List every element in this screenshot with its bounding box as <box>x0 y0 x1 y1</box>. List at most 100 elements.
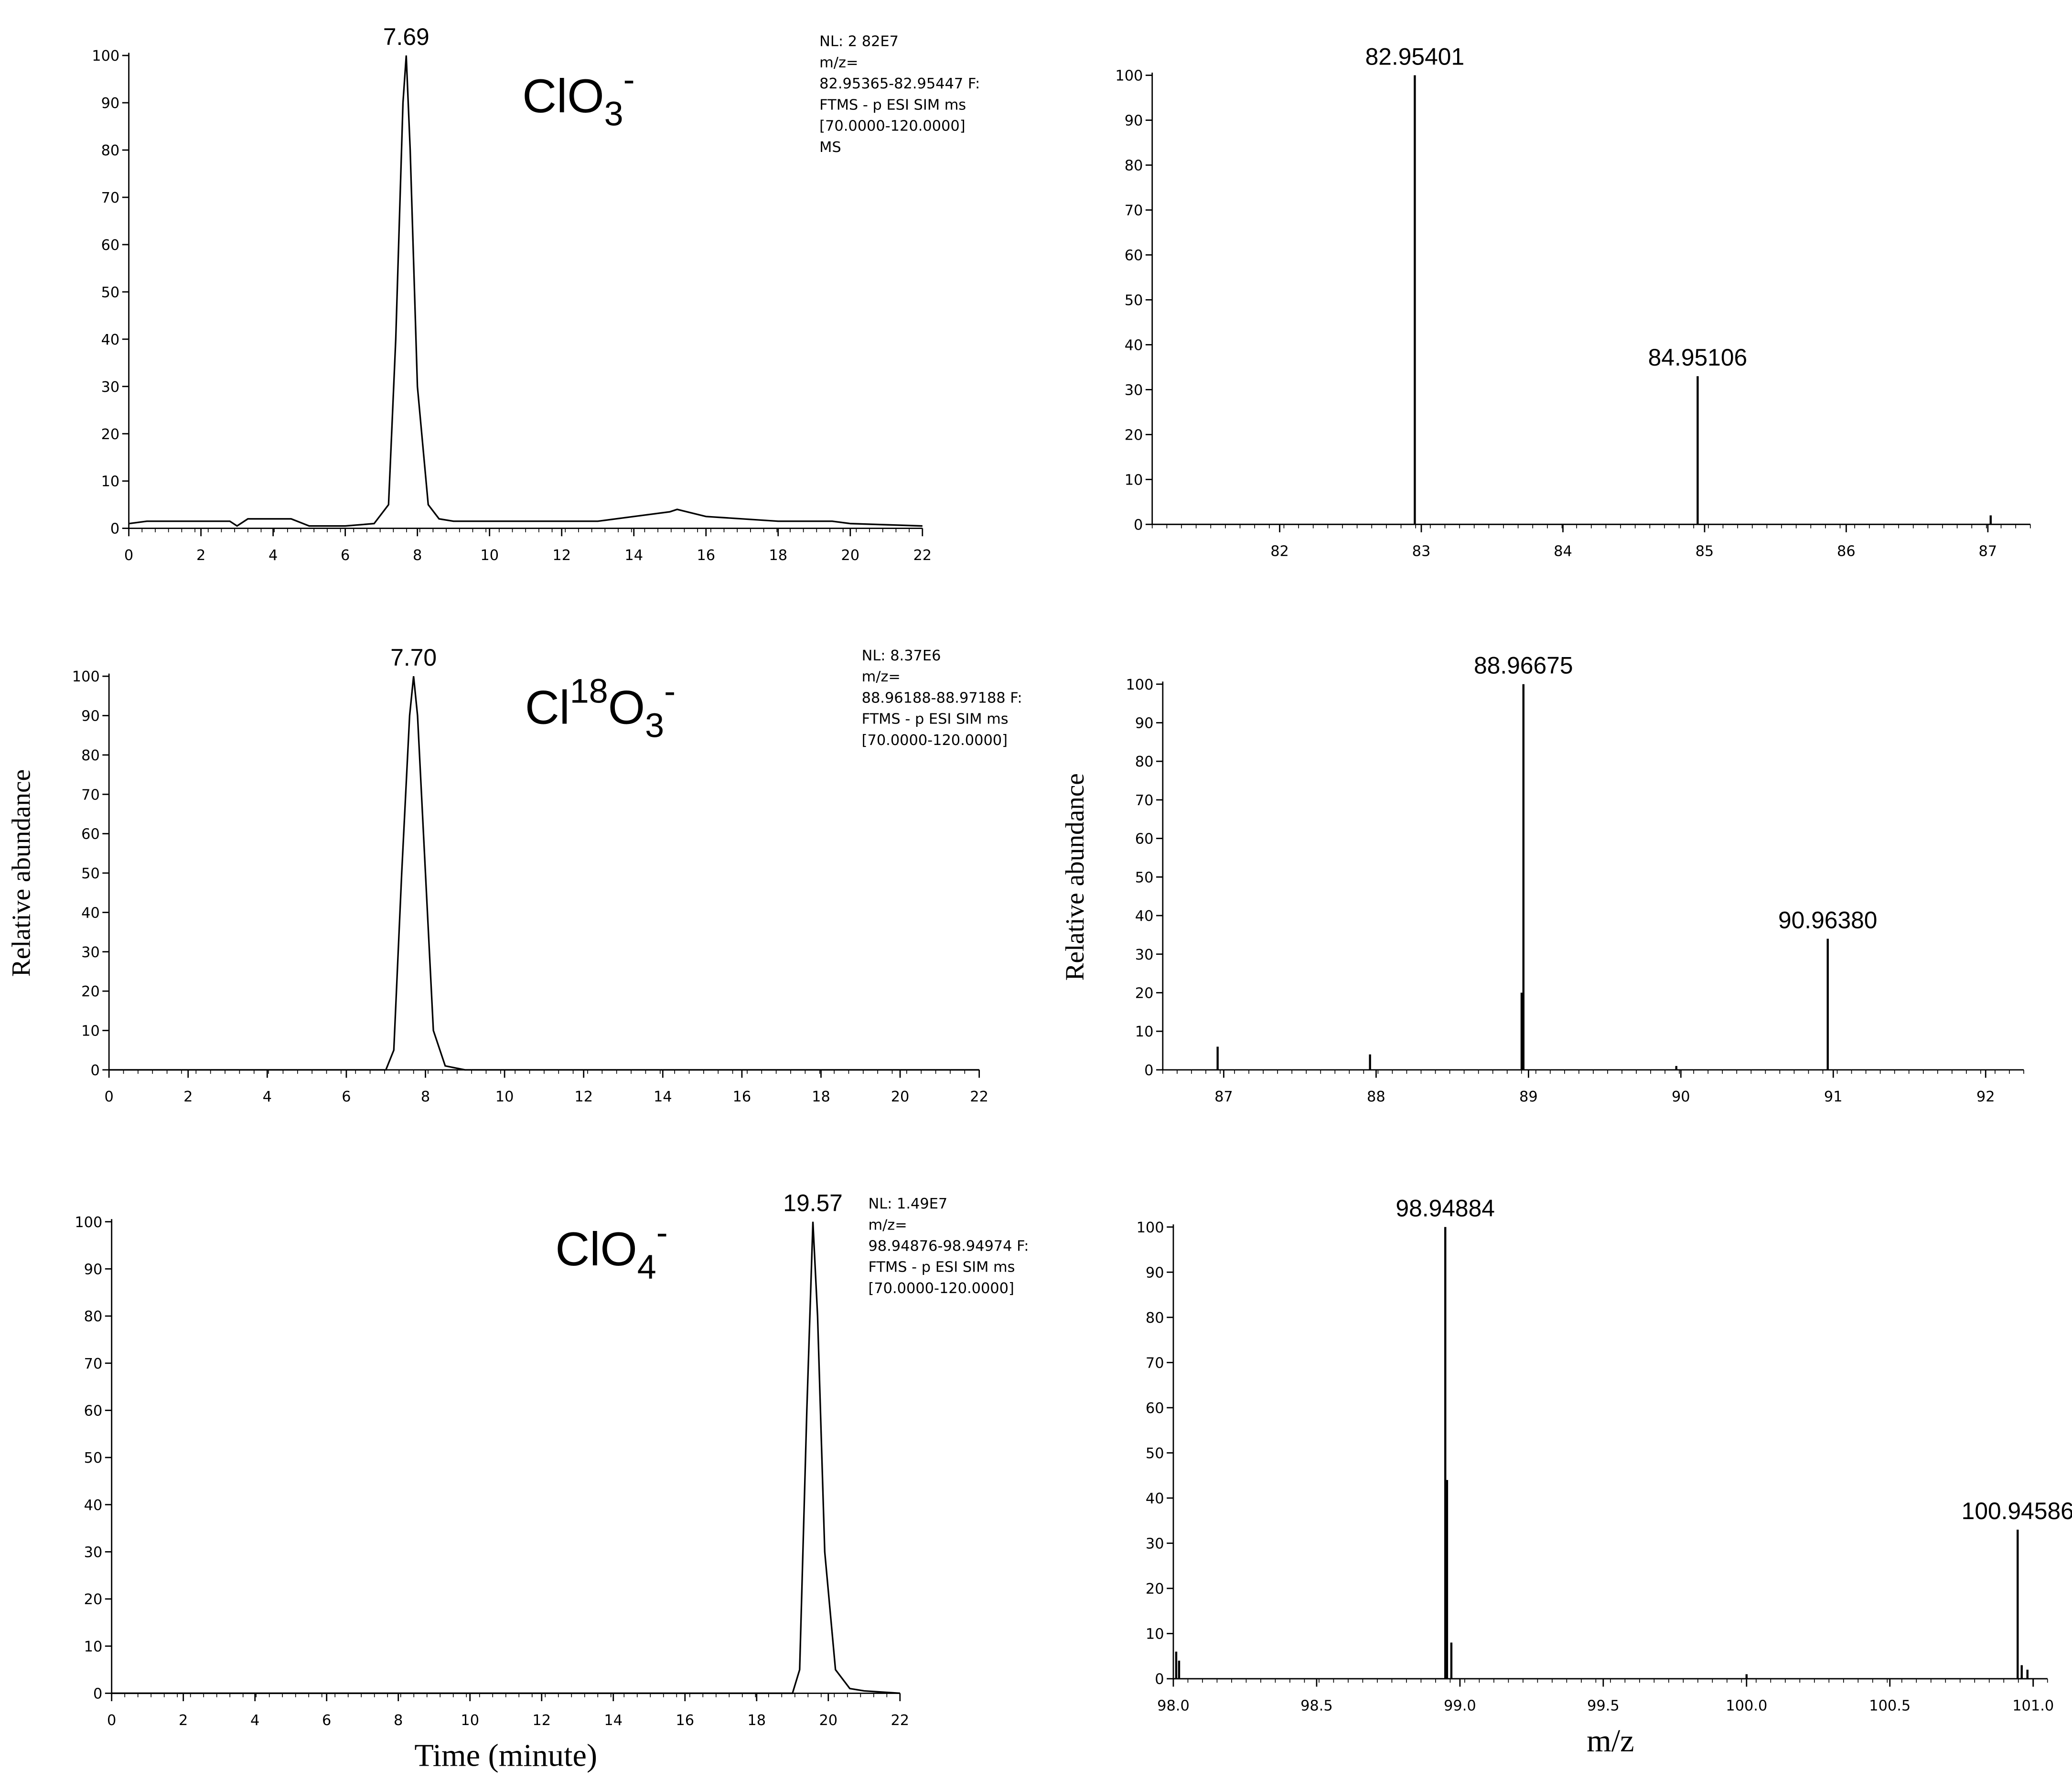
x-tick-label: 16 <box>697 547 715 564</box>
y-tick-label: 10 <box>1125 472 1143 488</box>
y-tick-label: 100 <box>72 669 100 685</box>
peak-label: 7.70 <box>390 644 437 671</box>
x-tick-label: 6 <box>322 1712 331 1729</box>
y-tick-label: 50 <box>1125 292 1143 309</box>
y-tick-label: 40 <box>1125 337 1143 354</box>
x-tick-label: 0 <box>104 1089 113 1105</box>
y-tick-label: 0 <box>1144 1062 1153 1079</box>
species-part: 3 <box>645 706 664 744</box>
x-tick-label: 84 <box>1554 543 1572 560</box>
peak-label: 7.69 <box>383 23 429 50</box>
y-tick-label: 30 <box>81 944 100 961</box>
scan-info: 82.95365-82.95447 F: <box>819 76 980 92</box>
y-tick-label: 60 <box>1125 248 1143 264</box>
x-tick-label: 14 <box>624 547 643 564</box>
x-tick-label: 18 <box>769 547 787 564</box>
x-tick-label: 100.5 <box>1869 1697 1911 1714</box>
y-tick-label: 0 <box>1134 517 1143 533</box>
y-tick-label: 60 <box>84 1403 103 1419</box>
x-tick-label: 0 <box>124 547 133 564</box>
x-tick-label: 18 <box>812 1089 830 1105</box>
y-tick-label: 60 <box>1146 1400 1164 1417</box>
peak-label: 100.94586 <box>1962 1498 2072 1524</box>
x-tick-label: 4 <box>268 547 278 564</box>
x-tick-label: 82 <box>1270 543 1289 560</box>
y-tick-label: 100 <box>1137 1219 1164 1236</box>
y-tick-label: 20 <box>81 983 100 1000</box>
y-tick-label: 70 <box>101 190 120 206</box>
scan-info: m/z= <box>868 1217 907 1233</box>
y-tick-label: 80 <box>1135 754 1154 770</box>
species-label: Cl18O3- <box>525 672 676 744</box>
y-tick-label: 90 <box>81 708 100 725</box>
peak-label: 88.96675 <box>1474 652 1573 679</box>
x-tick-label: 20 <box>891 1089 910 1105</box>
x-tick-label: 14 <box>604 1712 623 1729</box>
y-tick-label: 30 <box>1125 382 1143 399</box>
x-tick-label: 22 <box>891 1712 909 1729</box>
x-tick-label: 4 <box>250 1712 259 1729</box>
x-tick-label: 4 <box>263 1089 272 1105</box>
x-tick-label: 92 <box>1976 1089 1995 1105</box>
y-tick-label: 10 <box>84 1639 103 1655</box>
x-tick-label: 10 <box>495 1089 514 1105</box>
y-tick-label: 30 <box>1135 947 1154 963</box>
x-tick-label: 99.5 <box>1587 1697 1620 1714</box>
y-tick-label: 100 <box>92 48 119 65</box>
x-tick-label: 85 <box>1696 543 1714 560</box>
y-tick-label: 70 <box>1135 792 1154 809</box>
y-tick-label: 10 <box>101 474 120 490</box>
x-tick-label: 8 <box>413 547 422 564</box>
x-tick-label: 101.0 <box>2012 1697 2054 1714</box>
y-tick-label: 60 <box>1135 831 1154 848</box>
scan-info: FTMS - p ESI SIM ms <box>819 97 966 113</box>
trace <box>111 1221 900 1694</box>
x-tick-label: 20 <box>841 547 859 564</box>
x-tick-label: 8 <box>394 1712 403 1729</box>
x-tick-label: 8 <box>421 1089 430 1105</box>
x-tick-label: 12 <box>574 1089 593 1105</box>
x-tick-label: 16 <box>733 1089 752 1105</box>
peak-label: 82.95401 <box>1365 43 1465 70</box>
x-tick-label: 18 <box>747 1712 766 1729</box>
y-tick-label: 90 <box>101 95 120 112</box>
y-tick-label: 70 <box>81 787 100 803</box>
y-tick-label: 80 <box>1146 1310 1164 1327</box>
scan-info: FTMS - p ESI SIM ms <box>868 1259 1015 1276</box>
scan-info: FTMS - p ESI SIM ms <box>862 711 1009 728</box>
x-tick-label: 2 <box>179 1712 188 1729</box>
trace <box>109 676 979 1071</box>
scan-info: NL: 2 82E7 <box>819 33 899 50</box>
y-axis-title: Relative abundance <box>1060 773 1089 981</box>
y-tick-label: 40 <box>1146 1490 1164 1507</box>
y-tick-label: 90 <box>1146 1264 1164 1281</box>
x-tick-label: 12 <box>532 1712 551 1729</box>
y-tick-label: 100 <box>1115 68 1143 85</box>
x-tick-label: 90 <box>1672 1089 1690 1105</box>
y-tick-label: 40 <box>1135 908 1154 925</box>
scan-info: 88.96188-88.97188 F: <box>862 690 1022 706</box>
x-tick-label: 6 <box>341 547 350 564</box>
y-tick-label: 20 <box>101 426 120 443</box>
y-axis-title: Relative abundance <box>6 769 35 977</box>
species-part: 3 <box>604 95 623 133</box>
x-tick-label: 88 <box>1367 1089 1385 1105</box>
scan-info: m/z= <box>862 669 901 685</box>
scan-info: NL: 8.37E6 <box>862 647 941 664</box>
y-tick-label: 80 <box>1125 158 1143 174</box>
x-tick-label: 16 <box>676 1712 694 1729</box>
species-part: - <box>656 1214 668 1252</box>
peak-label: 84.95106 <box>1648 344 1748 371</box>
scan-info: 98.94876-98.94974 F: <box>868 1238 1029 1255</box>
scan-info: [70.0000-120.0000] <box>868 1280 1014 1297</box>
peak-label: 90.96380 <box>1778 906 1878 933</box>
y-tick-label: 10 <box>1146 1626 1164 1643</box>
x-tick-label: 12 <box>552 547 571 564</box>
scan-info: m/z= <box>819 54 858 71</box>
y-tick-label: 80 <box>101 142 120 159</box>
x-tick-label: 22 <box>970 1089 988 1105</box>
species-part: ClO <box>522 70 604 123</box>
y-tick-label: 10 <box>81 1023 100 1040</box>
x-tick-label: 10 <box>480 547 499 564</box>
